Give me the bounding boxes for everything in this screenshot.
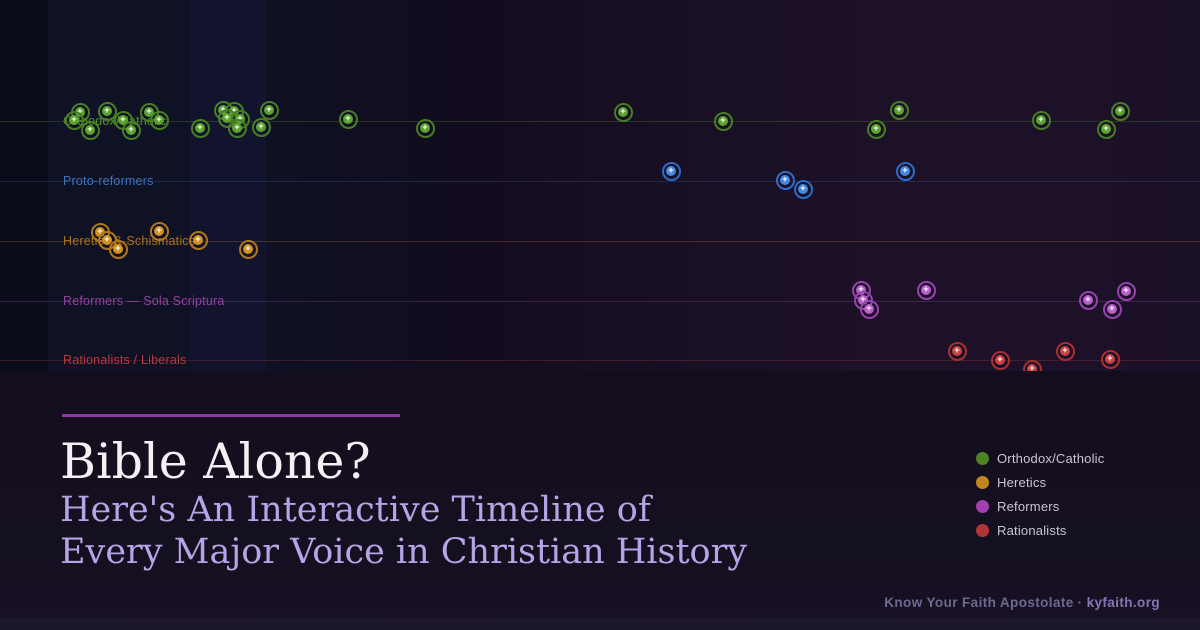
legend-swatch — [976, 500, 989, 513]
subtitle-line-2: Every Major Voice in Christian History — [60, 532, 748, 572]
timeline-data-point[interactable] — [188, 230, 208, 250]
category-gridline — [0, 180, 1200, 182]
category-label: Rationalists / Liberals — [63, 353, 187, 367]
footer-credit: Know Your Faith Apostolate · kyfaith.org — [884, 595, 1160, 610]
legend-label: Reformers — [997, 499, 1060, 514]
timeline-data-point[interactable] — [1078, 290, 1098, 310]
timeline-data-point[interactable] — [149, 221, 169, 241]
headline-section: Bible Alone? Here's An Interactive Timel… — [0, 371, 1200, 630]
category-label: Reformers — Sola Scriptura — [63, 294, 225, 308]
legend-item: Orthodox/Catholic — [976, 451, 1104, 466]
timeline-data-point[interactable] — [80, 120, 100, 140]
timeline-data-point[interactable] — [64, 110, 84, 130]
subtitle-line-1: Here's An Interactive Timeline of — [60, 490, 651, 530]
category-gridline — [0, 300, 1200, 302]
legend-label: Orthodox/Catholic — [997, 451, 1105, 466]
legend-item: Reformers — [976, 499, 1104, 514]
timeline-data-point[interactable] — [227, 118, 247, 138]
bottom-strip — [0, 618, 1200, 630]
legend-swatch — [976, 524, 989, 537]
legend-swatch — [976, 476, 989, 489]
timeline-data-point[interactable] — [613, 102, 633, 122]
legend-label: Rationalists — [997, 523, 1067, 538]
timeline-data-point[interactable] — [1102, 299, 1122, 319]
timeline-data-point[interactable] — [97, 101, 117, 121]
timeline-data-point[interactable] — [1055, 341, 1075, 361]
timeline-data-point[interactable] — [1096, 119, 1116, 139]
accent-divider — [62, 414, 400, 417]
timeline-data-point[interactable] — [889, 100, 909, 120]
footer-separator: · — [1077, 595, 1083, 610]
footer-site-link[interactable]: kyfaith.org — [1086, 595, 1160, 610]
category-gridline — [0, 240, 1200, 242]
legend-swatch — [976, 452, 989, 465]
category-gridline — [0, 120, 1200, 122]
timeline-data-point[interactable] — [1022, 359, 1042, 371]
legend: Orthodox/Catholic Heretics Reformers Ration… — [976, 451, 1104, 538]
timeline-data-point[interactable] — [338, 109, 358, 129]
timeline-data-point[interactable] — [661, 161, 681, 181]
timeline-data-point[interactable] — [108, 239, 128, 259]
category-label: Proto-reformers — [63, 174, 154, 188]
timeline-data-point[interactable] — [859, 299, 879, 319]
timeline-data-point[interactable] — [238, 239, 258, 259]
category-label: Heretics & Schismatics — [63, 234, 196, 248]
timeline-data-point[interactable] — [895, 161, 915, 181]
category-gridline — [0, 359, 1200, 361]
footer-org: Know Your Faith Apostolate — [884, 595, 1074, 610]
page-subtitle: Here's An Interactive Timeline of Every … — [60, 489, 747, 573]
timeline-data-point[interactable] — [121, 120, 141, 140]
timeline-data-point[interactable] — [415, 118, 435, 138]
timeline-data-point[interactable] — [990, 350, 1010, 370]
timeline-data-point[interactable] — [775, 170, 795, 190]
timeline-data-point[interactable] — [947, 341, 967, 361]
timeline-data-point[interactable] — [866, 119, 886, 139]
timeline-data-point[interactable] — [259, 100, 279, 120]
timeline-data-point[interactable] — [793, 179, 813, 199]
timeline-data-point[interactable] — [1110, 101, 1130, 121]
timeline-data-point[interactable] — [713, 111, 733, 131]
legend-label: Heretics — [997, 475, 1047, 490]
timeline-data-point[interactable] — [1116, 281, 1136, 301]
timeline-data-point[interactable] — [190, 118, 210, 138]
legend-item: Rationalists — [976, 523, 1104, 538]
timeline-data-point[interactable] — [916, 280, 936, 300]
timeline-data-point[interactable] — [149, 110, 169, 130]
page-title: Bible Alone? — [60, 433, 371, 490]
timeline-plot: Orthodox/Catholic Proto-reformers Heretics… — [0, 0, 1200, 371]
legend-item: Heretics — [976, 475, 1104, 490]
timeline-data-point[interactable] — [1031, 110, 1051, 130]
timeline-data-point[interactable] — [1100, 349, 1120, 369]
timeline-data-point[interactable] — [251, 117, 271, 137]
